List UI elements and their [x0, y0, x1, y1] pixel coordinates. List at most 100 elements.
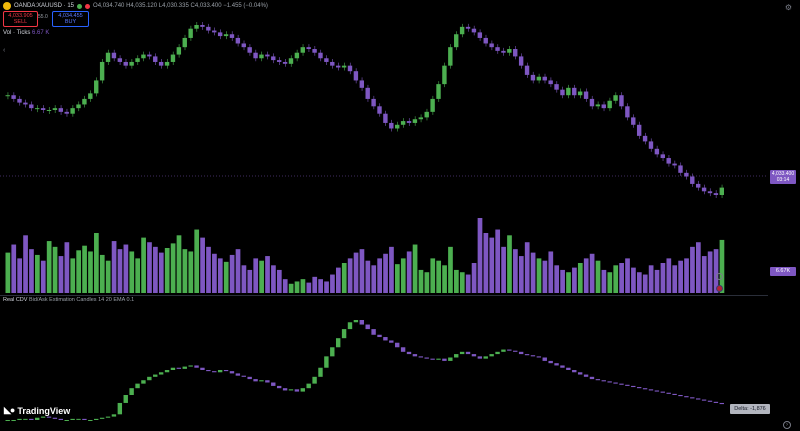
- price-candle: [477, 32, 483, 38]
- volume-bar: [46, 241, 52, 293]
- cdv-pane: [5, 320, 724, 421]
- tradingview-logo: ◣● TradingView: [4, 405, 70, 416]
- cdv-candle: [194, 365, 199, 368]
- volume-bar: [335, 267, 341, 293]
- cdv-candle: [200, 367, 205, 370]
- flag-icon[interactable]: [716, 285, 723, 292]
- price-candle: [660, 154, 665, 159]
- volume-bar: [88, 251, 93, 293]
- volume-bar: [583, 258, 589, 293]
- price-candle: [418, 117, 424, 120]
- volume-bar: [454, 269, 459, 293]
- cdv-candle: [40, 416, 46, 418]
- cdv-candle: [176, 367, 182, 369]
- cdv-candle: [495, 351, 500, 355]
- volume-indicator-label[interactable]: Vol · Ticks 6.67 K: [3, 30, 49, 36]
- cdv-candle: [642, 388, 648, 390]
- cdv-candle: [324, 356, 329, 368]
- price-candle: [324, 58, 329, 62]
- volume-bar: [701, 256, 707, 293]
- buy-button[interactable]: 4,034.455 BUY: [52, 11, 89, 27]
- candle-countdown: 03:14: [776, 177, 790, 183]
- price-candle: [459, 26, 465, 35]
- price-candle: [619, 95, 624, 107]
- gear-icon[interactable]: ⚙: [784, 3, 793, 12]
- volume-bar: [294, 281, 300, 293]
- cdv-candle: [147, 376, 152, 381]
- volume-bar: [288, 283, 294, 293]
- cdv-candle: [247, 376, 252, 380]
- price-candle: [135, 58, 140, 62]
- price-candle: [507, 49, 512, 53]
- price-candle: [52, 108, 58, 110]
- cdv-candle: [542, 357, 547, 361]
- open-value: 4,034.740: [97, 3, 125, 9]
- volume-bar: [465, 274, 471, 293]
- volume-bar: [312, 276, 318, 293]
- cdv-indicator-label[interactable]: Real CDV Bid/Ask Estimation Candles 14 2…: [3, 297, 134, 303]
- price-candle: [359, 80, 364, 88]
- cdv-candle: [129, 388, 134, 395]
- volume-bar: [235, 249, 241, 293]
- price-candle: [548, 80, 553, 85]
- scroll-icon[interactable]: ›: [783, 421, 791, 429]
- volume-bar: [483, 233, 489, 293]
- chevron-left-icon[interactable]: ‹: [3, 47, 6, 54]
- cdv-candle: [454, 354, 459, 358]
- cdv-candle: [94, 418, 99, 420]
- cdv-candle: [554, 363, 559, 366]
- volume-bar: [436, 260, 442, 293]
- price-candle: [312, 49, 317, 53]
- high-value: 4,035.120: [130, 3, 158, 9]
- market-status-icon: [77, 3, 83, 9]
- price-candle: [377, 106, 382, 114]
- price-candle: [542, 76, 547, 81]
- cdv-candle: [182, 366, 187, 369]
- cdv-candle: [589, 376, 595, 380]
- pane-divider[interactable]: [0, 295, 768, 296]
- volume-bar: [666, 258, 672, 293]
- price-candle: [454, 34, 459, 48]
- volume-bar: [300, 279, 306, 293]
- volume-bar: [448, 246, 453, 293]
- question-icon[interactable]: [716, 273, 723, 280]
- cdv-candle: [164, 370, 170, 373]
- volume-bar: [713, 249, 719, 293]
- last-price-tag: 4,033.400 03:14: [770, 170, 796, 184]
- volume-bar: [158, 252, 164, 293]
- last-price-value: 4,033.400: [771, 171, 795, 177]
- symbol-title[interactable]: OANDA:XAUUSD · 15: [14, 3, 75, 9]
- symbol-logo-icon: [3, 2, 11, 10]
- volume-bar: [318, 279, 323, 293]
- cdv-candle: [654, 390, 660, 392]
- cdv-candle: [377, 334, 382, 338]
- cdv-candle: [395, 342, 400, 348]
- volume-bar: [217, 258, 223, 293]
- volume-bar: [247, 269, 253, 293]
- price-candle: [648, 141, 654, 149]
- cdv-candle: [5, 420, 10, 421]
- volume-bar: [341, 263, 347, 293]
- cdv-candle: [690, 397, 695, 399]
- price-candle: [17, 98, 22, 103]
- price-candle: [164, 61, 170, 66]
- volume-bar: [601, 269, 607, 293]
- price-candle: [341, 65, 347, 68]
- price-candle: [117, 58, 123, 62]
- volume-bar: [135, 258, 141, 293]
- volume-indicator-name: Vol · Ticks: [3, 30, 31, 36]
- sell-button[interactable]: 4,033.905 SELL: [3, 11, 38, 27]
- volume-bar: [347, 258, 353, 293]
- cdv-candle: [701, 399, 707, 401]
- volume-bar: [17, 258, 23, 293]
- price-candle: [642, 135, 648, 142]
- price-candle: [271, 56, 276, 61]
- low-value: 4,030.335: [162, 3, 189, 9]
- volume-bar: [589, 253, 595, 293]
- volume-bar: [654, 269, 660, 293]
- price-candle: [601, 104, 606, 109]
- logo-text: TradingView: [17, 405, 71, 416]
- price-candle: [530, 74, 536, 81]
- volume-bar: [660, 263, 666, 293]
